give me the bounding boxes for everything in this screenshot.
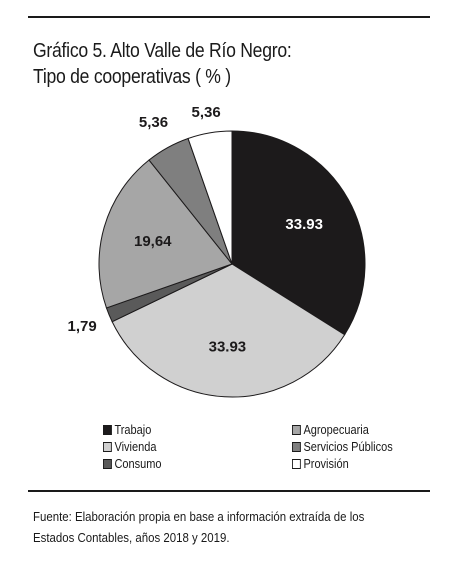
source-note: Fuente: Elaboración propia en base a inf… [33,506,364,548]
chart-title: Gráfico 5. Alto Valle de Río Negro: Tipo… [33,38,292,90]
legend-swatch [292,425,301,435]
pie-slice-trabajo [231,130,366,336]
title-line-1: Gráfico 5. Alto Valle de Río Negro: [33,40,292,62]
slice-label-provisi-n: 5,36 [192,104,221,121]
source-line-1: Fuente: Elaboración propia en base a inf… [33,509,365,524]
legend-item-trabajo: Trabajo [103,423,151,437]
top-rule [28,16,430,18]
legend-item-servicios-p-blicos: Servicios Públicos [292,440,393,454]
slice-label-trabajo: 33.93 [285,216,323,233]
slice-label-servicios-p-blicos: 5,36 [139,114,168,131]
legend-swatch [103,459,112,469]
legend-item-vivienda: Vivienda [103,440,156,454]
legend-label: Provisión [303,457,349,471]
legend-label: Agropecuaria [303,423,369,437]
legend-swatch [292,442,301,452]
pie-slice-agropecuaria [98,159,233,309]
title-line-2: Tipo de cooperativas ( % ) [33,66,231,88]
legend-label: Trabajo [114,423,152,437]
bottom-rule [28,490,430,492]
legend-item-agropecuaria: Agropecuaria [292,423,369,437]
slice-label-consumo: 1,79 [67,318,96,335]
legend-swatch [292,459,301,469]
pie-slice-vivienda [111,263,346,398]
slice-label-agropecuaria: 19,64 [134,233,172,250]
legend-label: Vivienda [114,440,157,454]
legend-item-provisi-n: Provisión [292,457,349,471]
legend-item-consumo: Consumo [103,457,162,471]
slice-label-vivienda: 33.93 [209,338,247,355]
pie-chart: 33.93 33.93 1,79 19,64 5,36 5,36 [67,104,366,398]
legend-swatch [103,425,112,435]
legend-label: Consumo [114,457,162,471]
legend-swatch [103,442,112,452]
source-line-2: Estados Contables, años 2018 y 2019. [33,530,230,545]
legend-label: Servicios Públicos [303,440,393,454]
pie-slice-provisi-n [187,130,233,265]
